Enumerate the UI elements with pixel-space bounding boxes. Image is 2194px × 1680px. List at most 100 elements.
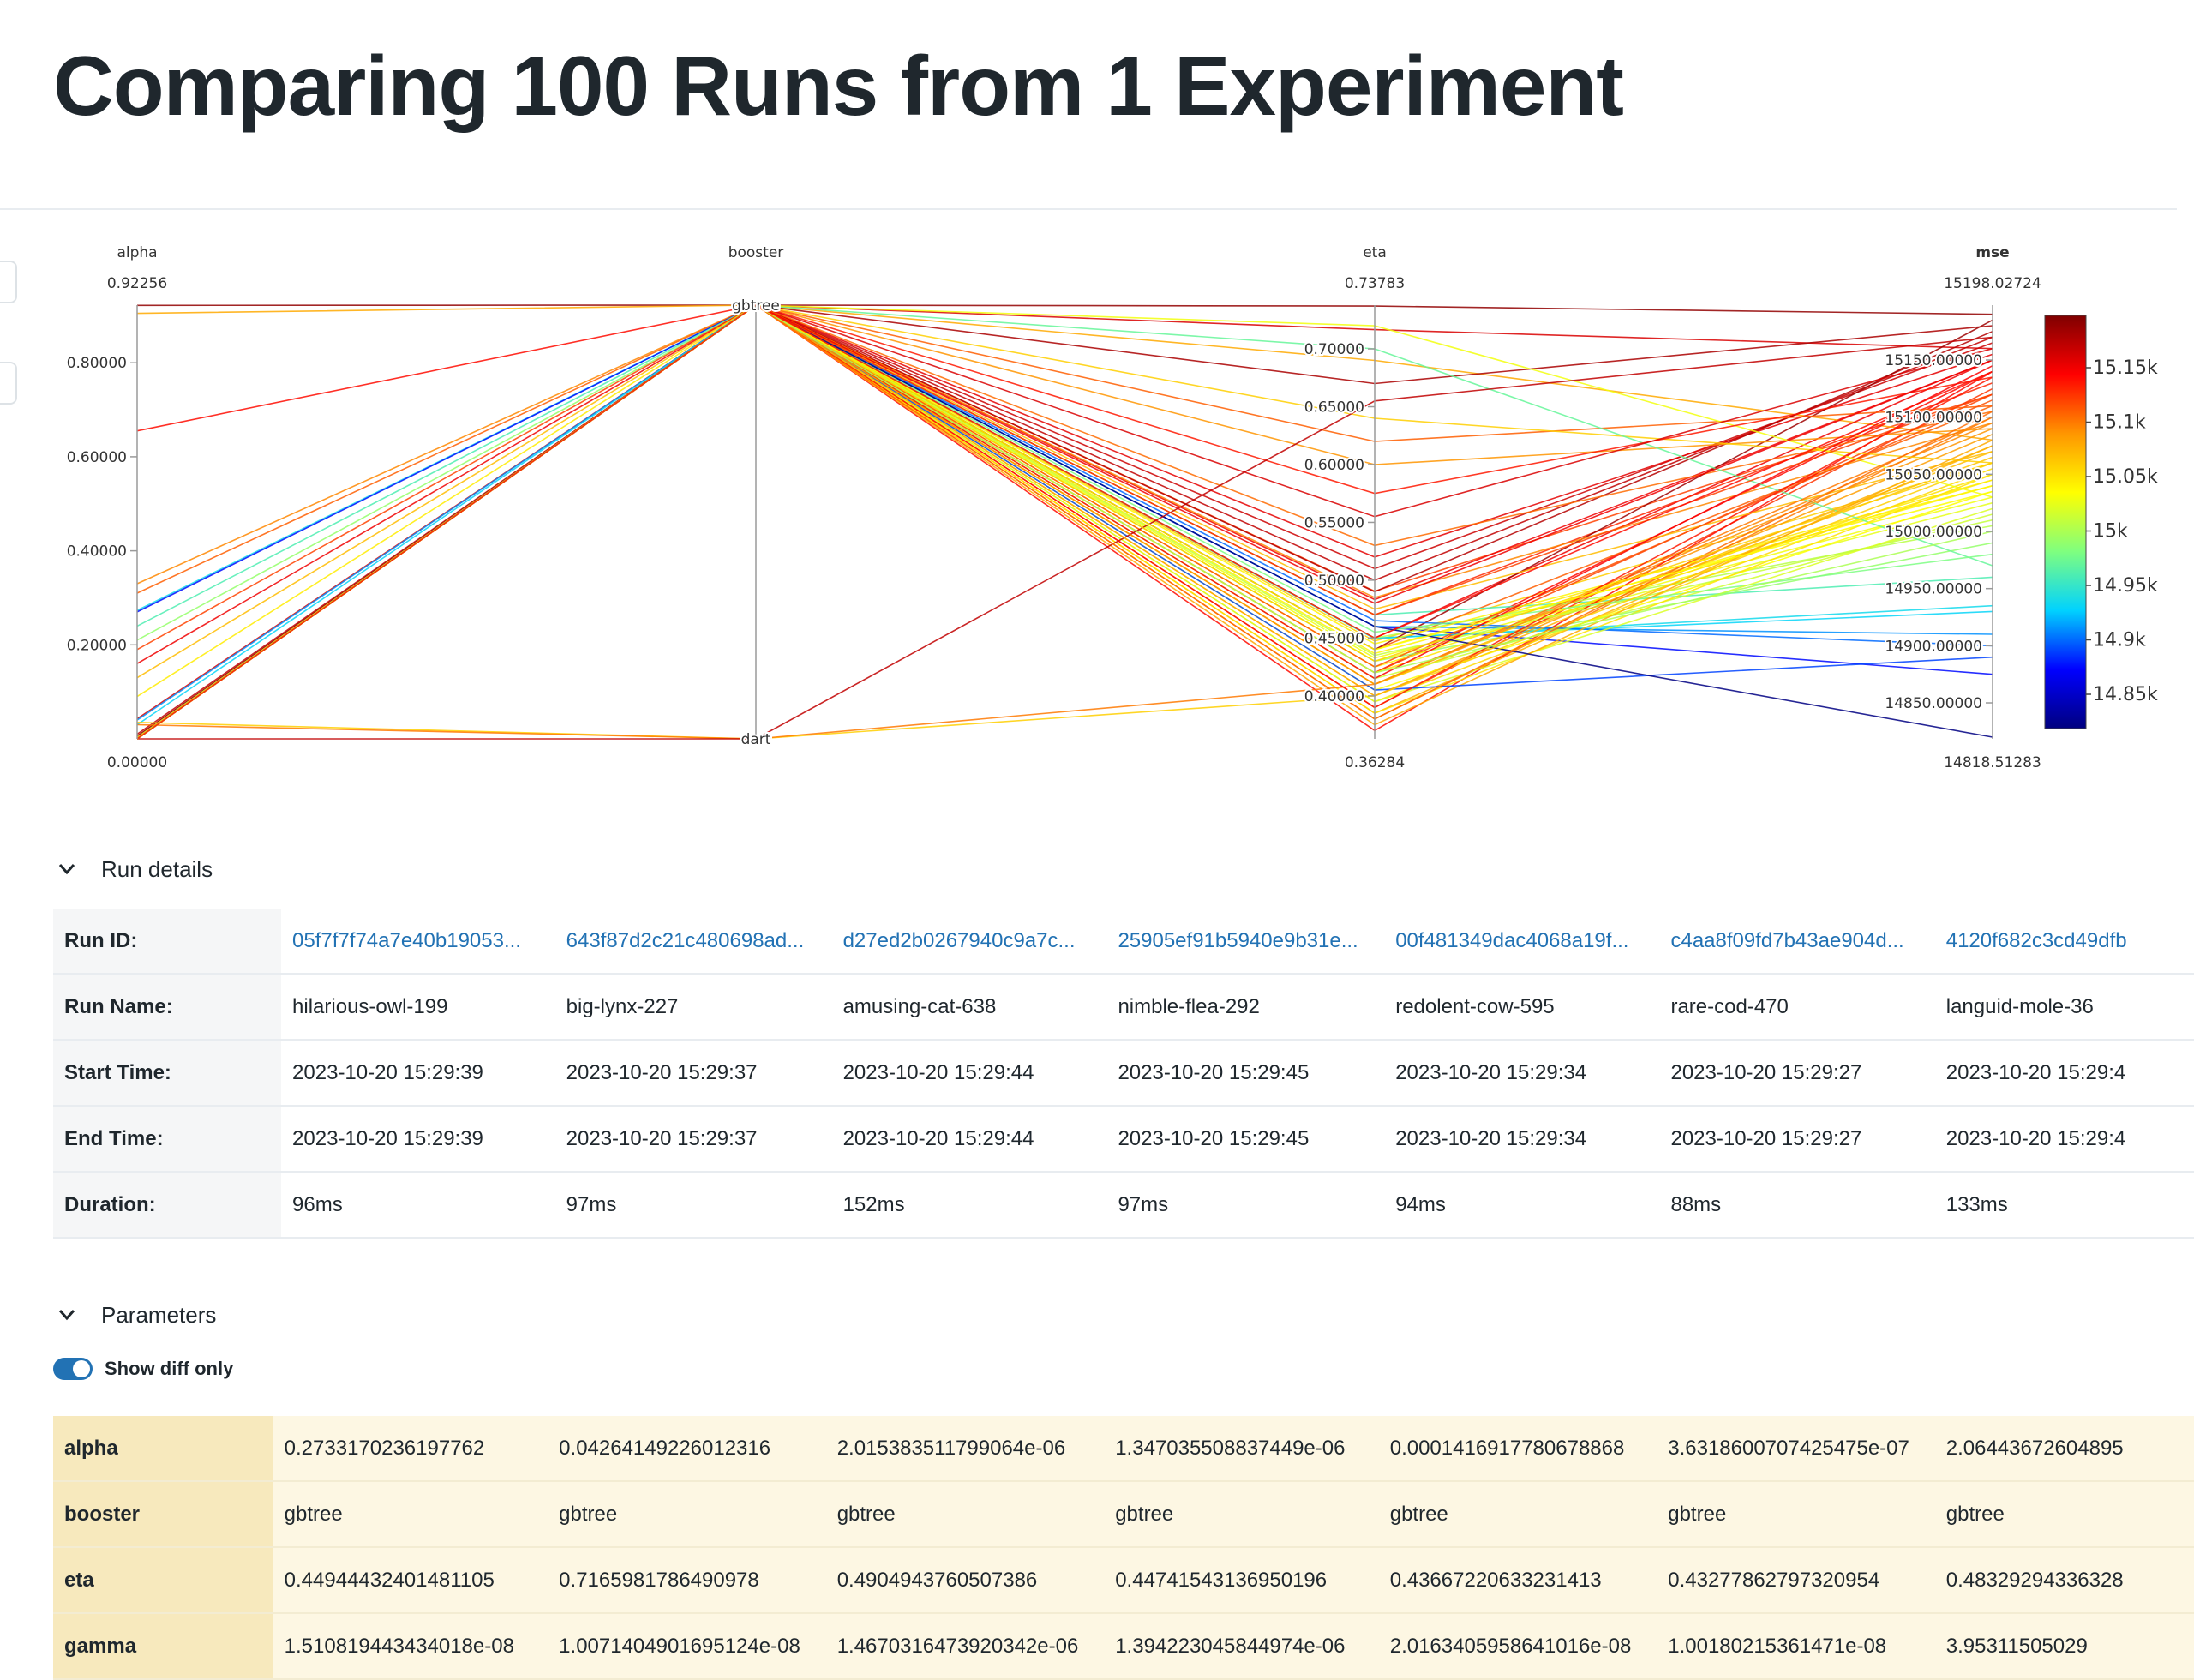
table-cell: 2023-10-20 15:29:27 xyxy=(1659,1106,1935,1173)
run-line xyxy=(136,304,1993,739)
row-label: gamma xyxy=(53,1613,273,1680)
tick-label: 15000.00000 xyxy=(1885,524,1982,541)
colorbar-tick-label: 15k xyxy=(2093,521,2128,543)
table-cell: hilarious-owl-199 xyxy=(281,974,555,1041)
run-line xyxy=(136,304,1993,315)
axis-min-label: 14818.51283 xyxy=(1944,754,2041,771)
table-cell: 2.06443672604895 xyxy=(1934,1416,2194,1482)
tick-label: 0.40000 xyxy=(1304,688,1364,705)
table-cell: 2023-10-20 15:29:45 xyxy=(1106,1040,1385,1107)
row-label: Run Name: xyxy=(53,974,282,1041)
parallel-coordinates-chart[interactable]: alpha 0.92256 0.00000 0.20000 0.40000 0.60000… xyxy=(0,231,2177,789)
category-label: gbtree xyxy=(732,297,780,315)
axis-min-label: 0.36284 xyxy=(1345,754,1405,771)
table-cell: 2023-10-20 15:29:4 xyxy=(1934,1040,2194,1107)
colorbar-tick-label: 15.1k xyxy=(2093,411,2146,433)
tick-label: 14850.00000 xyxy=(1885,695,1982,712)
run-id-cell[interactable]: c4aa8f09fd7b43ae904d... xyxy=(1659,909,1935,975)
table-cell: gbtree xyxy=(1378,1481,1657,1548)
run-id-link[interactable]: 643f87d2c21c480698ad... xyxy=(566,928,805,952)
side-panel-tab[interactable] xyxy=(0,362,17,405)
axis-title: eta xyxy=(1363,244,1387,261)
run-id-cell[interactable]: 643f87d2c21c480698ad... xyxy=(554,909,832,975)
tick-label: 0.50000 xyxy=(1304,573,1364,590)
table-cell: 1.510819443434018e-08 xyxy=(273,1613,548,1680)
run-id-cell[interactable]: 05f7f7f74a7e40b19053... xyxy=(281,909,555,975)
run-line xyxy=(136,304,1993,664)
tick-label: 0.60000 xyxy=(1304,457,1364,474)
side-panel-tab[interactable] xyxy=(0,261,17,303)
tick-label: 0.20000 xyxy=(67,637,127,654)
run-id-link[interactable]: 25905ef91b5940e9b31e... xyxy=(1118,928,1358,952)
table-cell: 96ms xyxy=(281,1172,555,1239)
tick-label: 0.80000 xyxy=(67,355,127,372)
toggle-switch[interactable] xyxy=(53,1358,93,1380)
run-id-cell[interactable]: d27ed2b0267940c9a7c... xyxy=(831,909,1107,975)
axis-min-label: 0.00000 xyxy=(107,754,167,771)
run-line xyxy=(136,304,1993,740)
table-cell: 2023-10-20 15:29:34 xyxy=(1384,1106,1660,1173)
show-diff-label: Show diff only xyxy=(105,1358,234,1379)
show-diff-toggle[interactable]: Show diff only xyxy=(53,1358,233,1380)
table-cell: 2023-10-20 15:29:44 xyxy=(831,1040,1107,1107)
table-cell: 94ms xyxy=(1384,1172,1660,1239)
run-details-row: Duration: 96ms 97ms 152ms 97ms 94ms 88ms 133ms xyxy=(53,1172,2194,1239)
axis-max-label: 0.73783 xyxy=(1345,275,1405,292)
table-cell: 2023-10-20 15:29:39 xyxy=(281,1040,555,1107)
header-divider xyxy=(0,208,2177,210)
run-details-row: End Time: 2023-10-20 15:29:39 2023-10-20 1… xyxy=(53,1106,2194,1173)
run-line xyxy=(136,304,1993,721)
run-id-cell[interactable]: 00f481349dac4068a19f... xyxy=(1384,909,1660,975)
table-cell: 3.6318600707425475e-07 xyxy=(1657,1416,1935,1482)
chevron-down-icon xyxy=(53,855,81,883)
run-line xyxy=(136,304,1993,740)
table-cell: 1.4670316473920342e-06 xyxy=(825,1613,1105,1680)
run-id-link[interactable]: d27ed2b0267940c9a7c... xyxy=(842,928,1076,952)
table-cell: 133ms xyxy=(1934,1172,2194,1239)
chart-lines xyxy=(136,304,1993,740)
run-id-cell[interactable]: 25905ef91b5940e9b31e... xyxy=(1106,909,1385,975)
table-cell: 1.00180215361471e-08 xyxy=(1657,1613,1935,1680)
tick-label: 0.40000 xyxy=(67,543,127,561)
run-id-link[interactable]: 05f7f7f74a7e40b19053... xyxy=(292,928,521,952)
tick-label: 15150.00000 xyxy=(1885,352,1982,369)
table-cell: 97ms xyxy=(554,1172,832,1239)
table-cell: 2023-10-20 15:29:27 xyxy=(1659,1040,1935,1107)
run-line xyxy=(136,304,1993,740)
run-line xyxy=(136,304,1993,740)
table-cell: 0.43667220633231413 xyxy=(1378,1547,1657,1614)
table-cell: 152ms xyxy=(831,1172,1107,1239)
table-cell: 2023-10-20 15:29:37 xyxy=(554,1040,832,1107)
axis-max-label: 15198.02724 xyxy=(1944,275,2041,292)
run-line xyxy=(136,416,1993,740)
run-id-link[interactable]: 00f481349dac4068a19f... xyxy=(1395,928,1629,952)
table-cell: 2023-10-20 15:29:45 xyxy=(1106,1106,1385,1173)
table-cell: 0.2733170236197762 xyxy=(273,1416,548,1482)
run-line xyxy=(136,462,1993,740)
run-line xyxy=(136,304,1993,739)
parameters-title: Parameters xyxy=(101,1301,217,1328)
run-details-header[interactable]: Run details xyxy=(53,855,213,883)
tick-label: 0.45000 xyxy=(1304,630,1364,647)
run-line xyxy=(136,304,1993,740)
parameters-row: eta 0.44944432401481105 0.7165981786490978… xyxy=(53,1547,2194,1614)
run-id-cell[interactable]: 4120f682c3cd49dfb xyxy=(1934,909,2194,975)
table-cell: 0.0001416917780678868 xyxy=(1378,1416,1657,1482)
table-cell: 97ms xyxy=(1106,1172,1385,1239)
axis-title: alpha xyxy=(117,244,157,261)
run-id-link[interactable]: c4aa8f09fd7b43ae904d... xyxy=(1670,928,1904,952)
table-cell: nimble-flea-292 xyxy=(1106,974,1385,1041)
run-line xyxy=(136,304,1993,739)
tick-label: 15050.00000 xyxy=(1885,466,1982,483)
run-line xyxy=(136,304,1993,740)
run-line xyxy=(136,304,1993,739)
run-id-link[interactable]: 4120f682c3cd49dfb xyxy=(1945,928,2127,952)
parameters-header[interactable]: Parameters xyxy=(53,1301,216,1329)
parameters-row: booster gbtree gbtree gbtree gbtree gbtree gbt… xyxy=(53,1481,2194,1548)
table-cell: redolent-cow-595 xyxy=(1384,974,1660,1041)
table-cell: amusing-cat-638 xyxy=(831,974,1107,1041)
parameters-table: alpha 0.2733170236197762 0.042641492260123… xyxy=(53,1416,2194,1680)
table-cell: 0.04264149226012316 xyxy=(548,1416,826,1482)
colorbar-tick-label: 15.05k xyxy=(2093,466,2158,488)
table-cell: 2023-10-20 15:29:44 xyxy=(831,1106,1107,1173)
